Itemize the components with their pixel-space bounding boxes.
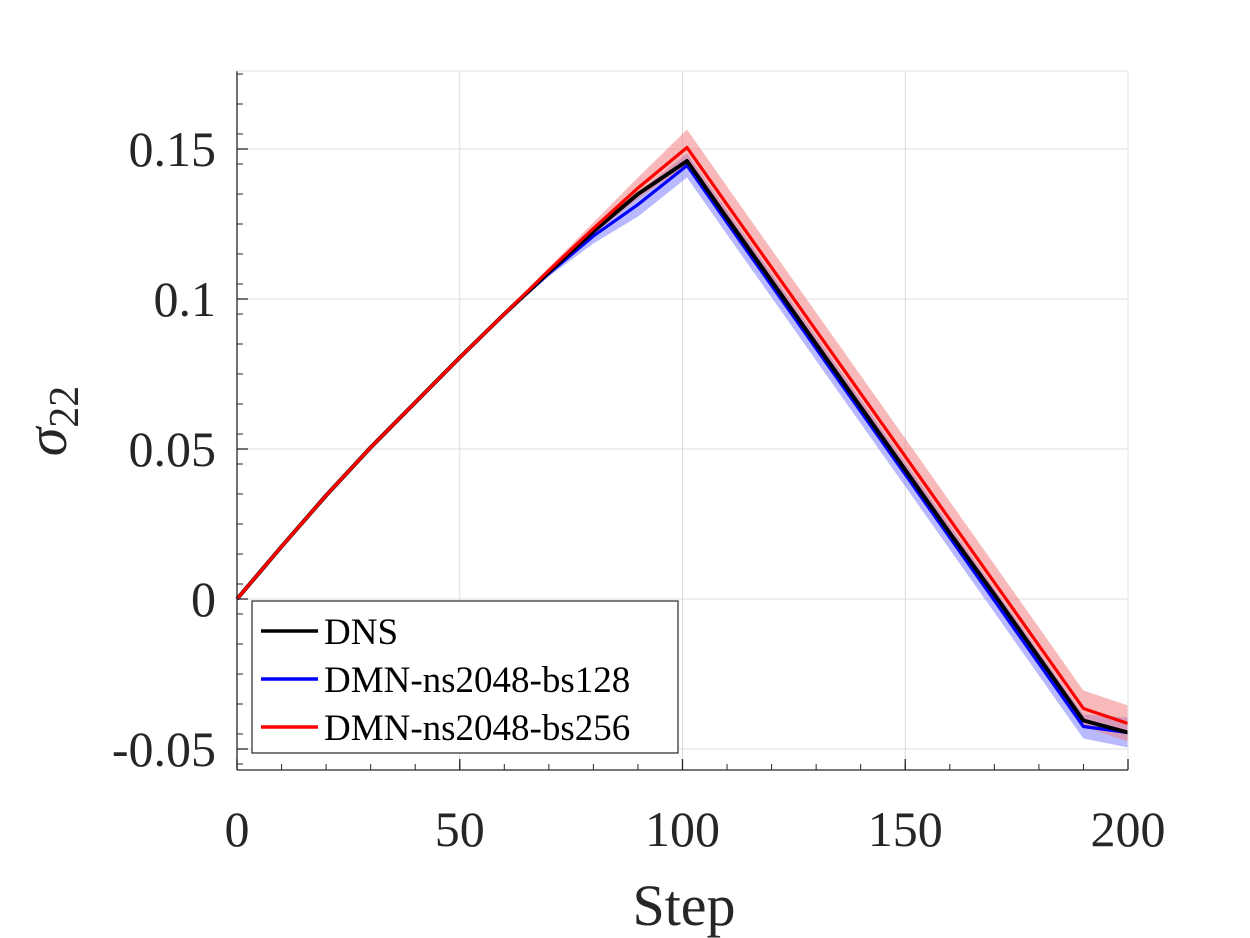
x-tick-label: 50 <box>435 801 485 857</box>
series-lines <box>235 145 1129 735</box>
x-axis-label: Step <box>632 873 735 938</box>
y-axis-label-subscript: 22 <box>42 386 88 428</box>
y-axis-label: σ22 <box>14 386 88 457</box>
y-tick-label: 0.05 <box>129 421 217 477</box>
x-tick-label: 150 <box>868 801 943 857</box>
x-tick-label: 0 <box>225 801 250 857</box>
legend-label: DMN-ns2048-bs256 <box>324 708 630 749</box>
x-tick-label: 200 <box>1091 801 1166 857</box>
legend: DNS DMN-ns2048-bs128 DMN-ns2048-bs256 <box>251 600 679 754</box>
y-tick-label: 0.1 <box>154 271 217 327</box>
legend-label: DMN-ns2048-bs128 <box>324 660 630 701</box>
y-tick-label: -0.05 <box>112 721 216 777</box>
x-tick-label: 100 <box>645 801 720 857</box>
y-tick-label: 0 <box>191 571 216 627</box>
axes <box>236 70 1129 771</box>
y-axis-label-symbol: σ <box>14 425 79 456</box>
legend-label: DNS <box>324 612 398 653</box>
legend-box <box>251 600 679 754</box>
y-tick-label: 0.15 <box>129 121 217 177</box>
series-line-DMN-ns2048-bs256 <box>235 145 1129 726</box>
